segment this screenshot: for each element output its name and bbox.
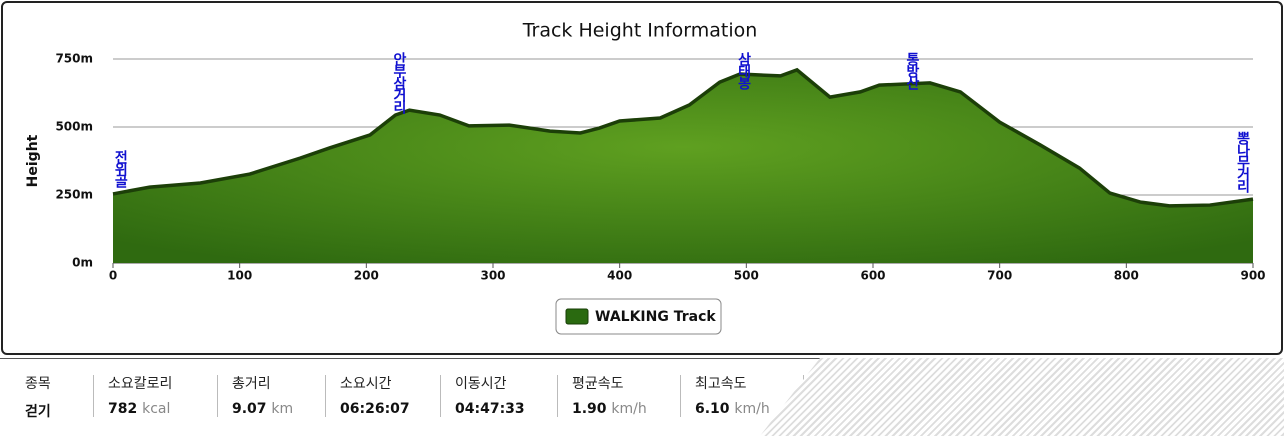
stat-number: 6.10 bbox=[695, 401, 730, 417]
stat: 이동시간 04:47:33 bbox=[455, 373, 525, 417]
divider bbox=[325, 375, 326, 417]
x-tick-label: 700 bbox=[987, 269, 1012, 283]
stat: 소요칼로리 782 kcal bbox=[108, 373, 172, 417]
divider bbox=[93, 375, 94, 417]
annotation: 전위골 bbox=[112, 149, 129, 186]
legend-box bbox=[555, 298, 722, 335]
x-tick-label: 800 bbox=[1114, 269, 1139, 283]
x-tick-label: 600 bbox=[860, 269, 885, 283]
stat-value: 1.90 km/h bbox=[572, 401, 647, 417]
stat: 소요시간 06:26:07 bbox=[340, 373, 410, 417]
stat-value: 6.10 km/h bbox=[695, 401, 770, 417]
divider bbox=[680, 375, 681, 417]
y-tick-label: 0m bbox=[72, 256, 93, 270]
stat-unit: km bbox=[271, 401, 294, 417]
legend-label: WALKING Track bbox=[595, 309, 716, 325]
area bbox=[113, 69, 1253, 263]
x-tick-label: 0 bbox=[109, 269, 117, 283]
stat-label: 이동시간 bbox=[455, 376, 507, 392]
stat-label: 총거리 bbox=[232, 376, 271, 392]
stat-number: 06:26:07 bbox=[340, 401, 410, 417]
stat-label: 소요시간 bbox=[340, 376, 392, 392]
chart: Track Height Information Height 0m 250m 50… bbox=[25, 20, 1266, 335]
stat: 총거리 9.07 km bbox=[232, 373, 293, 417]
annotation: 안부삼거리 bbox=[391, 52, 407, 112]
y-tick-label: 750m bbox=[55, 52, 93, 66]
y-axis-label: Height bbox=[25, 134, 41, 187]
stat-number: 걷기 bbox=[25, 404, 51, 420]
y-tick-label: 500m bbox=[55, 120, 93, 134]
x-tick-label: 100 bbox=[227, 269, 252, 283]
chart-title: Track Height Information bbox=[522, 20, 758, 42]
annotation: 삼태봉 bbox=[735, 52, 752, 88]
legend-swatch bbox=[565, 308, 589, 325]
stat-number: 1.90 bbox=[572, 401, 607, 417]
stat-value: 9.07 km bbox=[232, 401, 293, 417]
x-tick-label: 900 bbox=[1240, 269, 1265, 283]
annotation: 통방산 bbox=[904, 52, 920, 88]
stat: 최고속도 6.10 km/h bbox=[695, 373, 770, 417]
stat-value: 04:47:33 bbox=[455, 401, 525, 417]
stat-number: 9.07 bbox=[232, 401, 267, 417]
hatch bbox=[760, 358, 1284, 436]
line bbox=[112, 67, 1254, 208]
stat-label: 소요칼로리 bbox=[108, 376, 173, 392]
stat-value: 782 kcal bbox=[108, 401, 172, 417]
stat-value: 걷기 bbox=[25, 401, 51, 421]
x-tick-label: 500 bbox=[734, 269, 759, 283]
stat-number: 782 bbox=[108, 401, 138, 417]
stat: 평균속도 1.90 km/h bbox=[572, 373, 647, 417]
x-tick-label: 300 bbox=[480, 269, 505, 283]
divider bbox=[440, 375, 441, 417]
stat-value: 06:26:07 bbox=[340, 401, 410, 417]
stat-label: 종목 bbox=[25, 376, 51, 392]
stat-unit: kcal bbox=[142, 401, 171, 417]
divider bbox=[217, 375, 218, 417]
stat-label: 최고속도 bbox=[695, 376, 747, 392]
divider bbox=[557, 375, 558, 417]
stat-number: 04:47:33 bbox=[455, 401, 525, 417]
stat-unit: km/h bbox=[611, 401, 647, 417]
x-tick-label: 200 bbox=[354, 269, 379, 283]
y-tick-label: 250m bbox=[55, 188, 93, 202]
x-tick-label: 400 bbox=[607, 269, 632, 283]
stat-label: 평균속도 bbox=[572, 376, 624, 392]
annotation: 뽕나무거리 bbox=[1234, 131, 1251, 192]
stat-unit: km/h bbox=[734, 401, 770, 417]
